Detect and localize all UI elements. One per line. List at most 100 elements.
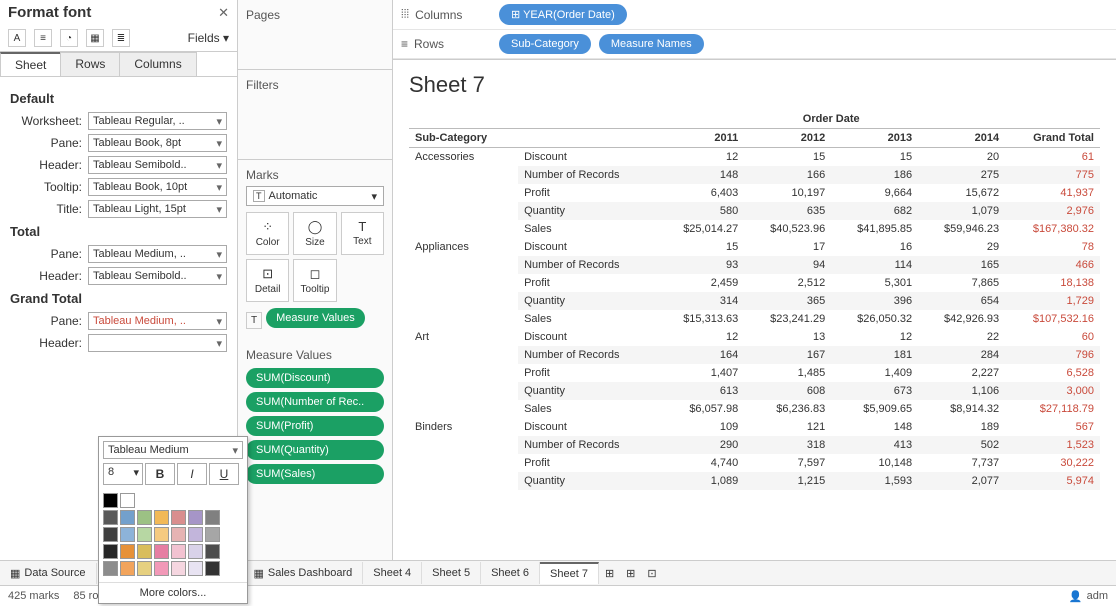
- more-colors-button[interactable]: More colors...: [99, 582, 247, 603]
- value-cell[interactable]: $15,313.63: [657, 310, 744, 328]
- year-header[interactable]: 2012: [744, 129, 831, 148]
- value-cell[interactable]: 413: [831, 436, 918, 454]
- value-cell[interactable]: $8,914.32: [918, 400, 1005, 418]
- measure-name-cell[interactable]: Quantity: [518, 382, 657, 400]
- color-swatch[interactable]: [103, 510, 118, 525]
- value-cell[interactable]: 10,148: [831, 454, 918, 472]
- color-swatch[interactable]: [154, 561, 169, 576]
- value-cell[interactable]: 148: [831, 418, 918, 436]
- value-cell[interactable]: 12: [831, 328, 918, 346]
- shading-icon[interactable]: ◔: [60, 29, 78, 47]
- rows-pill-measure-names[interactable]: Measure Names: [599, 34, 704, 54]
- subcategory-cell[interactable]: Art: [409, 328, 518, 418]
- value-cell[interactable]: $41,895.85: [831, 220, 918, 238]
- grand-total-cell[interactable]: $167,380.32: [1005, 220, 1100, 238]
- measure-name-cell[interactable]: Number of Records: [518, 346, 657, 364]
- color-swatch[interactable]: [137, 527, 152, 542]
- sheet-tab[interactable]: Sheet 6: [481, 562, 540, 584]
- value-cell[interactable]: 580: [657, 202, 744, 220]
- value-cell[interactable]: 1,407: [657, 364, 744, 382]
- grand-total-cell[interactable]: 5,974: [1005, 472, 1100, 490]
- alignment-icon[interactable]: ≡: [34, 29, 52, 47]
- worksheet-font-dropdown[interactable]: Tableau Regular, ..: [88, 112, 227, 130]
- value-cell[interactable]: 165: [918, 256, 1005, 274]
- value-cell[interactable]: 167: [744, 346, 831, 364]
- sheet-tab[interactable]: Sheet 5: [422, 562, 481, 584]
- measure-name-cell[interactable]: Number of Records: [518, 166, 657, 184]
- filters-shelf[interactable]: Filters: [246, 78, 384, 92]
- year-header[interactable]: 2011: [657, 129, 744, 148]
- value-cell[interactable]: 15: [657, 238, 744, 256]
- value-cell[interactable]: 15,672: [918, 184, 1005, 202]
- value-cell[interactable]: $6,057.98: [657, 400, 744, 418]
- grand-total-cell[interactable]: 1,523: [1005, 436, 1100, 454]
- marks-type-dropdown[interactable]: TAutomatic: [246, 186, 384, 206]
- sheet-tab[interactable]: Sheet 4: [363, 562, 422, 584]
- total-header-dropdown[interactable]: Tableau Semibold..: [88, 267, 227, 285]
- color-swatch[interactable]: [205, 561, 220, 576]
- measure-name-cell[interactable]: Number of Records: [518, 436, 657, 454]
- grand-total-cell[interactable]: 41,937: [1005, 184, 1100, 202]
- mark-tooltip-button[interactable]: ◻Tooltip: [293, 259, 336, 302]
- value-cell[interactable]: 290: [657, 436, 744, 454]
- color-swatch[interactable]: [188, 544, 203, 559]
- year-header[interactable]: 2014: [918, 129, 1005, 148]
- value-cell[interactable]: 613: [657, 382, 744, 400]
- sheet-title[interactable]: Sheet 7: [409, 72, 1100, 98]
- value-cell[interactable]: 17: [744, 238, 831, 256]
- measure-name-cell[interactable]: Discount: [518, 418, 657, 436]
- color-swatch[interactable]: [103, 493, 118, 508]
- measure-pill[interactable]: SUM(Profit): [246, 416, 384, 436]
- sheet-tab[interactable]: ▦Sales Dashboard: [243, 562, 363, 584]
- color-swatch[interactable]: [103, 544, 118, 559]
- subcategory-cell[interactable]: Accessories: [409, 148, 518, 239]
- value-cell[interactable]: 114: [831, 256, 918, 274]
- value-cell[interactable]: 12: [657, 148, 744, 167]
- measure-name-cell[interactable]: Quantity: [518, 202, 657, 220]
- color-swatch[interactable]: [120, 561, 135, 576]
- mark-size-button[interactable]: ◯Size: [293, 212, 336, 255]
- measure-name-cell[interactable]: Discount: [518, 148, 657, 167]
- value-cell[interactable]: 16: [831, 238, 918, 256]
- value-cell[interactable]: 1,079: [918, 202, 1005, 220]
- color-swatch[interactable]: [120, 544, 135, 559]
- color-swatch[interactable]: [171, 544, 186, 559]
- color-swatch[interactable]: [205, 510, 220, 525]
- subcategory-cell[interactable]: Binders: [409, 418, 518, 490]
- color-swatch[interactable]: [171, 561, 186, 576]
- measure-pill[interactable]: SUM(Discount): [246, 368, 384, 388]
- value-cell[interactable]: 5,301: [831, 274, 918, 292]
- value-cell[interactable]: 109: [657, 418, 744, 436]
- lines-icon[interactable]: ≣: [112, 29, 130, 47]
- color-swatch[interactable]: [205, 544, 220, 559]
- value-cell[interactable]: 6,403: [657, 184, 744, 202]
- value-cell[interactable]: 2,227: [918, 364, 1005, 382]
- color-swatch[interactable]: [154, 527, 169, 542]
- color-swatch[interactable]: [188, 510, 203, 525]
- gt-header-dropdown[interactable]: [88, 334, 227, 352]
- color-swatch[interactable]: [171, 510, 186, 525]
- measure-name-cell[interactable]: Discount: [518, 328, 657, 346]
- tab-columns[interactable]: Columns: [119, 52, 196, 76]
- grand-total-cell[interactable]: 2,976: [1005, 202, 1100, 220]
- pane-font-dropdown[interactable]: Tableau Book, 8pt: [88, 134, 227, 152]
- data-source-tab[interactable]: ▦Data Source: [0, 563, 97, 584]
- mark-text-button[interactable]: TText: [341, 212, 384, 255]
- value-cell[interactable]: 396: [831, 292, 918, 310]
- measure-name-cell[interactable]: Number of Records: [518, 256, 657, 274]
- value-cell[interactable]: 2,459: [657, 274, 744, 292]
- color-swatch[interactable]: [103, 561, 118, 576]
- subcategory-cell[interactable]: Appliances: [409, 238, 518, 328]
- value-cell[interactable]: $5,909.65: [831, 400, 918, 418]
- tab-rows[interactable]: Rows: [60, 52, 120, 76]
- tab-sheet[interactable]: Sheet: [0, 52, 61, 76]
- value-cell[interactable]: 164: [657, 346, 744, 364]
- font-name-dropdown[interactable]: Tableau Medium: [103, 441, 243, 459]
- header-font-dropdown[interactable]: Tableau Semibold..: [88, 156, 227, 174]
- value-cell[interactable]: $42,926.93: [918, 310, 1005, 328]
- value-cell[interactable]: 121: [744, 418, 831, 436]
- value-cell[interactable]: 15: [831, 148, 918, 167]
- grand-total-cell[interactable]: 796: [1005, 346, 1100, 364]
- font-scope-icon[interactable]: A: [8, 29, 26, 47]
- rows-pill-subcategory[interactable]: Sub-Category: [499, 34, 591, 54]
